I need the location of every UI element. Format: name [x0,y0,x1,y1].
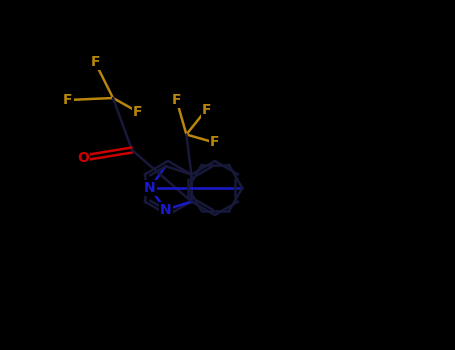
Text: N: N [144,181,156,195]
Text: F: F [63,93,73,107]
Text: F: F [90,55,100,69]
Text: F: F [210,135,219,149]
Text: F: F [202,103,211,117]
Text: F: F [172,92,181,106]
Text: F: F [133,105,143,119]
Text: O: O [77,151,89,165]
Text: N: N [160,203,172,217]
